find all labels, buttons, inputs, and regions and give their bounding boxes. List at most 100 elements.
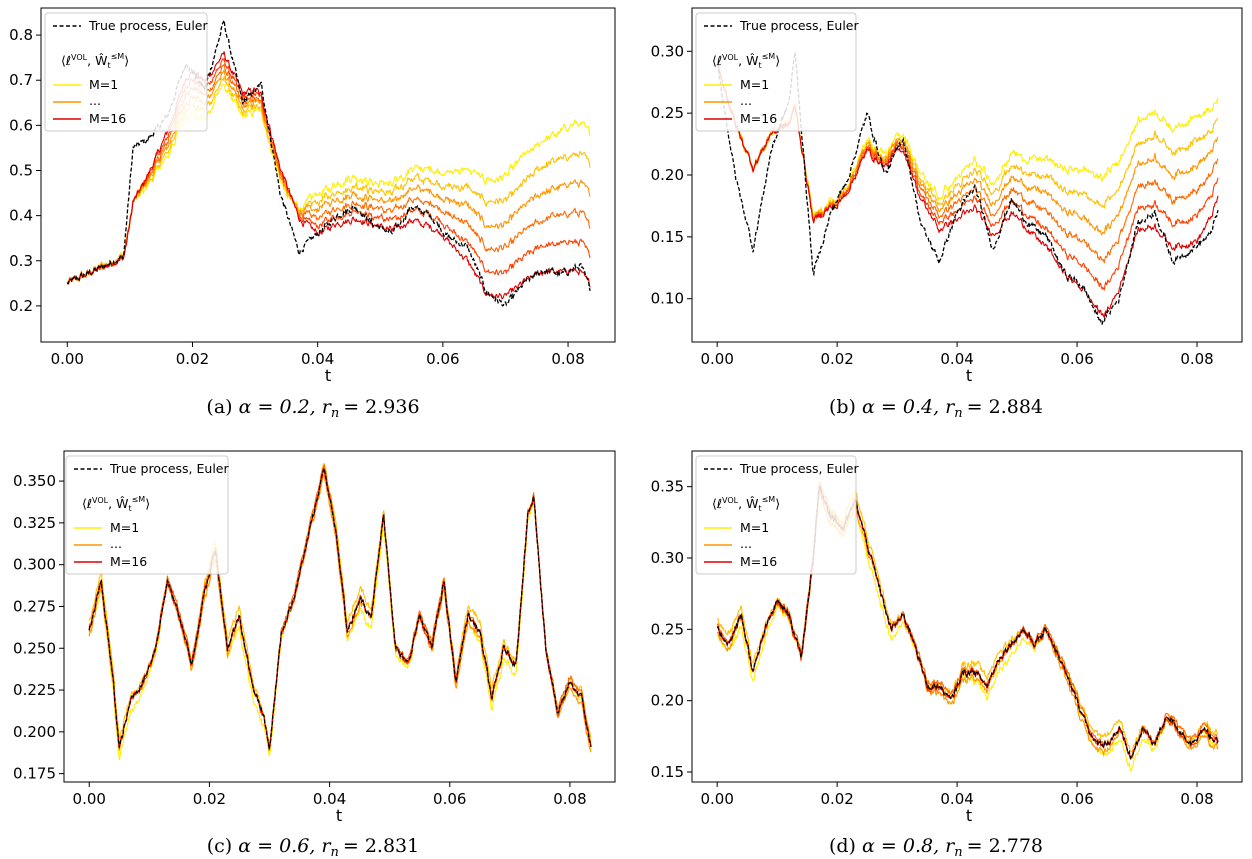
- series-intermediate-line: [66, 76, 591, 283]
- legend: True process, Euler ⟨ℓVOL, Ŵt≤M⟩ M=1 ...…: [65, 455, 229, 575]
- y-tick-label: 0.175: [13, 765, 56, 783]
- legend: True process, Euler ⟨ℓVOL, Ŵt≤M⟩ M=1 ...…: [695, 12, 859, 132]
- legend-m1-label: M=1: [740, 77, 769, 92]
- x-tick-label: 0.08: [1180, 790, 1213, 808]
- y-tick-label: 0.30: [651, 42, 684, 60]
- legend-frame: [65, 455, 229, 575]
- x-axis: 0.00 0.02 0.04 0.06 0.08: [700, 782, 1214, 808]
- legend-frame: [44, 12, 208, 132]
- legend-dots-label: ...: [740, 93, 752, 108]
- y-tick-label: 0.3: [9, 252, 33, 270]
- legend-true-label: True process, Euler: [109, 461, 229, 476]
- caption: (d) α = 0.8, rn = 2.778: [829, 835, 1043, 859]
- x-tick-label: 0.02: [193, 790, 226, 808]
- legend: True process, Euler ⟨ℓVOL, Ŵt≤M⟩ M=1 ...…: [695, 455, 859, 575]
- x-tick-label: 0.06: [433, 790, 466, 808]
- caption: (b) α = 0.4, rn = 2.884: [829, 396, 1043, 421]
- y-axis: 0.175 0.200 0.225 0.250 0.275 0.300 0.325 0.350: [13, 472, 64, 783]
- y-tick-label: 0.225: [13, 681, 56, 699]
- series-lines: [716, 52, 1219, 326]
- x-tick-label: 0.00: [700, 350, 733, 368]
- y-tick-label: 0.4: [9, 207, 33, 225]
- y-tick-label: 0.300: [13, 556, 56, 574]
- legend-title: ⟨ℓVOL, Ŵt≤M⟩: [712, 495, 780, 513]
- series-lines: [88, 462, 592, 761]
- series-intermediate-line: [67, 69, 591, 284]
- legend-frame: [695, 455, 857, 575]
- y-tick-label: 0.20: [651, 692, 684, 710]
- x-axis-label: t: [336, 806, 342, 825]
- x-tick-label: 0.00: [700, 790, 733, 808]
- y-tick-label: 0.30: [651, 549, 684, 567]
- x-axis-label: t: [966, 806, 972, 825]
- y-tick-label: 0.2: [9, 297, 33, 315]
- x-tick-label: 0.04: [301, 350, 334, 368]
- y-tick-label: 0.10: [651, 290, 684, 308]
- y-tick-label: 0.325: [13, 514, 56, 532]
- x-axis-label: t: [966, 366, 972, 385]
- legend-frame: [695, 12, 857, 132]
- x-tick-label: 0.02: [176, 350, 209, 368]
- x-tick-label: 0.06: [1060, 350, 1093, 368]
- legend-m1-label: M=1: [110, 520, 139, 535]
- x-axis-label: t: [325, 366, 331, 385]
- legend-m1-label: M=1: [740, 520, 769, 535]
- x-tick-label: 0.00: [51, 350, 84, 368]
- series-true-process-line: [717, 485, 1219, 760]
- legend-true-label: True process, Euler: [739, 461, 859, 476]
- panel-d: 0.150.200.250.300.35 0.00 0.02 0.04 0.06 0.0…: [651, 450, 1243, 859]
- series-m16-line: [66, 51, 591, 300]
- x-tick-label: 0.02: [820, 790, 853, 808]
- legend-dots-label: ...: [89, 93, 101, 108]
- series-intermediate-line: [66, 63, 591, 285]
- y-tick-label: 0.275: [13, 597, 56, 615]
- x-axis: 0.00 0.02 0.04 0.06 0.08: [700, 342, 1214, 368]
- x-tick-label: 0.08: [553, 790, 586, 808]
- legend-true-label: True process, Euler: [88, 18, 208, 33]
- legend-title: ⟨ℓVOL, Ŵt≤M⟩: [61, 52, 129, 70]
- y-axis: 0.10 0.15 0.20 0.25 0.30: [651, 42, 692, 308]
- y-tick-label: 0.20: [651, 166, 684, 184]
- y-tick-label: 0.5: [9, 161, 33, 179]
- caption: (a) α = 0.2, rn = 2.936: [206, 396, 419, 421]
- y-tick-label: 0.7: [9, 71, 33, 89]
- legend-m16-label: M=16: [110, 554, 147, 569]
- legend-dots-label: ...: [740, 536, 752, 551]
- legend-m1-label: M=1: [89, 77, 118, 92]
- y-tick-label: 0.25: [651, 620, 684, 638]
- series-m1-line: [66, 83, 591, 285]
- series-true-process-line: [88, 467, 592, 749]
- legend-dots-label: ...: [110, 536, 122, 551]
- x-tick-label: 0.08: [551, 350, 584, 368]
- legend-title: ⟨ℓVOL, Ŵt≤M⟩: [712, 52, 780, 70]
- legend-m16-label: M=16: [740, 554, 777, 569]
- y-tick-label: 0.250: [13, 639, 56, 657]
- x-tick-label: 0.04: [940, 790, 973, 808]
- x-tick-label: 0.04: [313, 790, 346, 808]
- y-axis: 0.2 0.3 0.4 0.5 0.6 0.7 0.8: [9, 26, 41, 315]
- series-true-process-line: [66, 17, 591, 307]
- y-tick-label: 0.15: [651, 763, 684, 781]
- series-lines: [66, 17, 591, 307]
- panel-a: 0.20.30.40.50.60.70.8 0.00 0.02 0.04 0.06 0.…: [9, 7, 616, 421]
- y-tick-label: 0.15: [651, 228, 684, 246]
- series-lines: [716, 481, 1219, 772]
- caption: (c) α = 0.6, rn = 2.831: [207, 835, 419, 859]
- x-tick-label: 0.08: [1180, 350, 1213, 368]
- x-axis: 0.00 0.02 0.04 0.06 0.08: [73, 782, 587, 808]
- x-tick-label: 0.00: [73, 790, 106, 808]
- y-tick-label: 0.200: [13, 723, 56, 741]
- y-axis: 0.15 0.20 0.25 0.30 0.35: [651, 478, 692, 781]
- x-tick-label: 0.06: [426, 350, 459, 368]
- legend-m16-label: M=16: [740, 111, 777, 126]
- legend: True process, Euler ⟨ℓVOL, Ŵt≤M⟩ M=1 ...…: [44, 12, 208, 132]
- x-tick-label: 0.06: [1060, 790, 1093, 808]
- y-tick-label: 0.350: [13, 472, 56, 490]
- y-tick-label: 0.35: [651, 478, 684, 496]
- x-tick-label: 0.04: [940, 350, 973, 368]
- series-m16-line: [716, 62, 1219, 319]
- legend-true-label: True process, Euler: [739, 18, 859, 33]
- y-tick-label: 0.6: [9, 116, 33, 134]
- x-axis: 0.00 0.02 0.04 0.06 0.08: [51, 342, 585, 368]
